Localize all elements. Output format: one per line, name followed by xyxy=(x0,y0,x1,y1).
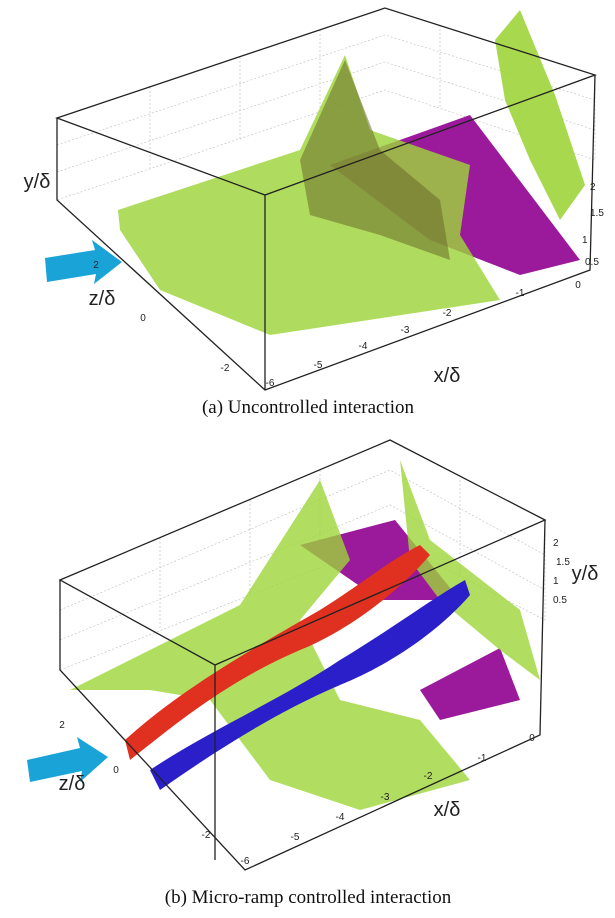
x-tick-label: -4 xyxy=(359,341,368,352)
x-axis-label: x/δ xyxy=(434,365,461,387)
y-tick-label: 1.5 xyxy=(556,557,570,568)
purple-surface xyxy=(420,648,520,720)
x-tick-label: -6 xyxy=(266,378,275,389)
y-tick-label: 1 xyxy=(582,235,588,246)
y-tick-label: 2 xyxy=(553,538,559,549)
y-tick-label: 1 xyxy=(553,576,559,587)
z-tick-label: -2 xyxy=(221,363,230,374)
z-tick-label: 2 xyxy=(93,260,99,271)
z-tick-label: 0 xyxy=(113,765,119,776)
x-tick-label: -1 xyxy=(516,288,525,299)
green-shock xyxy=(400,460,540,680)
x-tick-label: -3 xyxy=(381,792,390,803)
figure-caption: (a) Uncontrolled interaction xyxy=(202,397,415,418)
flow-arrow xyxy=(45,240,122,284)
y-tick-label: 1.5 xyxy=(590,208,604,219)
x-tick-label: -2 xyxy=(424,771,433,782)
x-tick-label: -3 xyxy=(401,325,410,336)
figure-caption: (b) Micro-ramp controlled interaction xyxy=(165,887,452,908)
x-axis-label: x/δ xyxy=(434,799,461,821)
x-tick-label: -6 xyxy=(241,856,250,867)
y-tick-label: 2 xyxy=(590,182,596,193)
panel-b-render xyxy=(27,440,545,870)
y-axis-label: y/δ xyxy=(24,171,51,193)
x-tick-label: -5 xyxy=(291,832,300,843)
z-tick-label: 0 xyxy=(140,313,146,324)
z-axis-label: z/δ xyxy=(59,773,86,795)
x-tick-label: 0 xyxy=(575,280,581,291)
panel-a-render xyxy=(45,8,595,390)
x-tick-label: 0 xyxy=(529,733,535,744)
y-tick-label: 0.5 xyxy=(553,595,567,606)
z-axis-label: z/δ xyxy=(89,288,116,310)
z-tick-label: 2 xyxy=(59,720,65,731)
figure-page: -6 -5 -4 -3 -2 -1 0 0.5 1 1.5 2 2 0 -2 x/δ y/δ z/δ (a) Un… xyxy=(0,0,615,918)
x-tick-label: -2 xyxy=(443,308,452,319)
y-axis-label: y/δ xyxy=(572,563,599,585)
x-tick-label: -5 xyxy=(314,360,323,371)
z-tick-label: -2 xyxy=(202,830,211,841)
x-tick-label: -4 xyxy=(336,812,345,823)
x-tick-label: -1 xyxy=(478,753,487,764)
y-tick-label: 0.5 xyxy=(585,257,599,268)
